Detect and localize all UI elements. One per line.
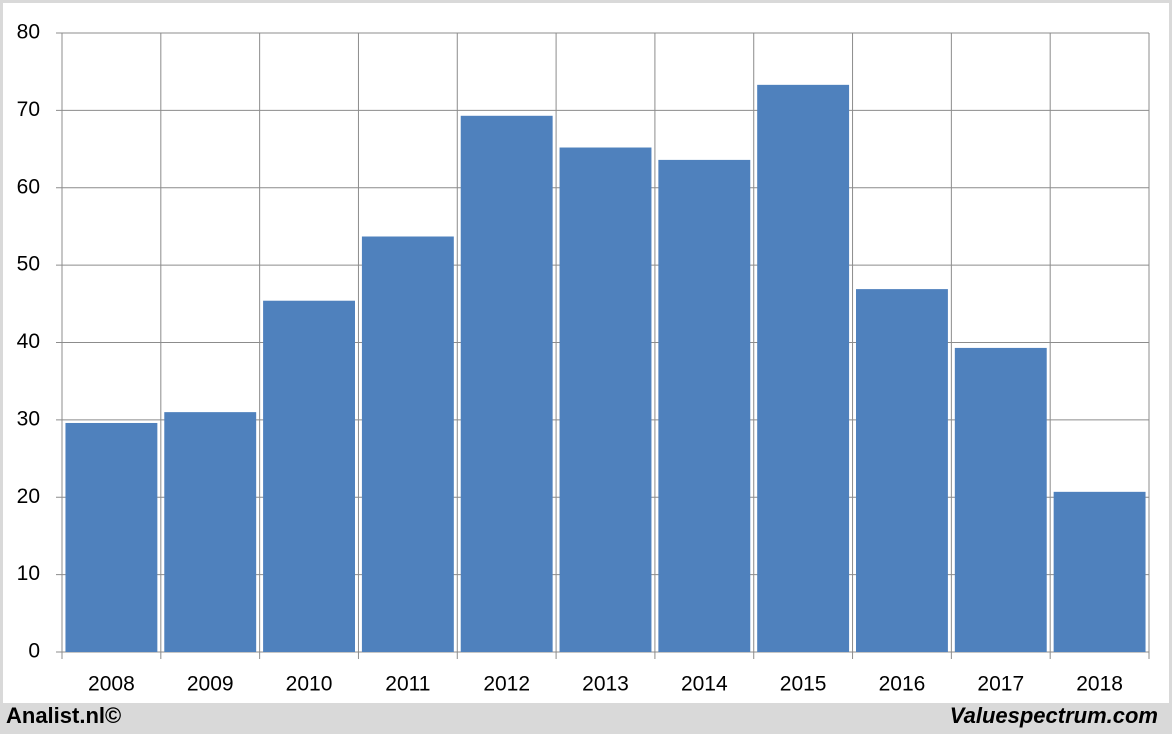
x-tick-label: 2017 [977, 673, 1024, 696]
x-tick-label: 2009 [187, 673, 234, 696]
x-tick-label: 2014 [681, 673, 728, 696]
y-tick-label: 60 [17, 175, 40, 198]
x-tick-label: 2018 [1076, 673, 1123, 696]
x-tick-label: 2012 [483, 673, 530, 696]
footer-right: Valuespectrum.com [950, 703, 1158, 728]
x-tick-label: 2016 [879, 673, 926, 696]
y-tick-label: 30 [17, 407, 40, 430]
y-tick-label: 10 [17, 562, 40, 585]
y-tick-label: 0 [28, 640, 40, 663]
bar [263, 300, 355, 652]
x-tick-label: 2011 [385, 673, 430, 696]
footer-left: Analist.nl© [6, 703, 121, 728]
y-tick-label: 70 [17, 98, 40, 121]
bar [1053, 491, 1146, 652]
bar [757, 84, 850, 652]
bar [856, 289, 948, 652]
bar [361, 236, 454, 652]
bar [164, 412, 257, 652]
y-tick-label: 80 [17, 21, 40, 44]
x-tick-label: 2013 [582, 673, 629, 696]
y-tick-label: 40 [17, 330, 40, 353]
bar [658, 159, 751, 652]
bar [65, 422, 158, 652]
y-tick-label: 20 [17, 485, 40, 508]
bar [559, 147, 652, 652]
x-tick-label: 2010 [286, 673, 333, 696]
y-tick-label: 50 [17, 253, 40, 276]
x-tick-label: 2015 [780, 673, 827, 696]
bar [954, 347, 1047, 652]
x-tick-label: 2008 [88, 673, 135, 696]
bar [460, 115, 553, 652]
